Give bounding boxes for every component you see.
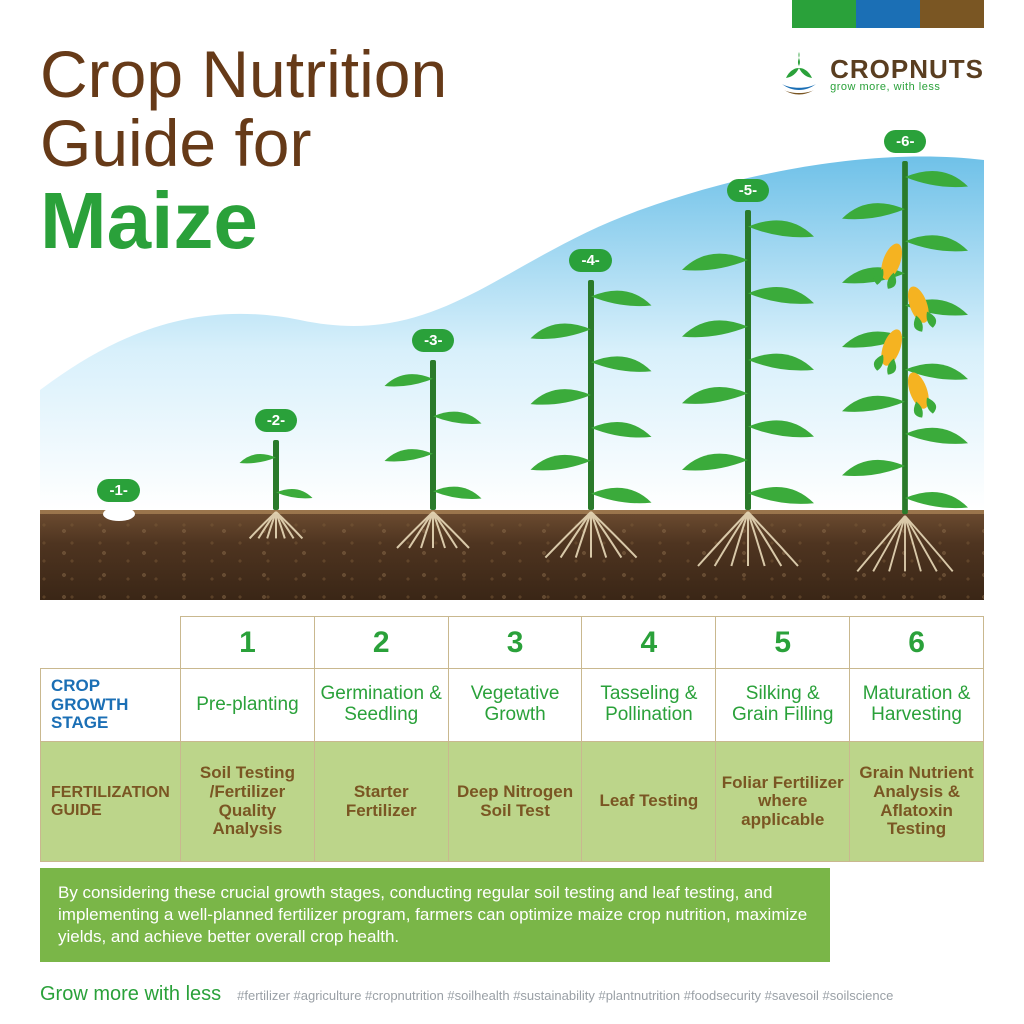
- plant-icon: [678, 210, 818, 600]
- fert-cell: Starter Fertilizer: [314, 742, 448, 862]
- stage-badge: -6-: [884, 130, 926, 153]
- stage-cell: Pre-planting: [181, 669, 315, 742]
- brand-tagline: grow more, with less: [830, 82, 984, 93]
- col-num: 2: [314, 617, 448, 669]
- stripe-1: [792, 0, 856, 28]
- col-num: 4: [582, 617, 716, 669]
- stage-cell: Maturation & Harvesting: [850, 669, 984, 742]
- col-num: 5: [716, 617, 850, 669]
- plant-stage-5: -5-: [669, 130, 826, 600]
- footer-hashtags: #fertilizer #agriculture #cropnutrition …: [237, 988, 893, 1003]
- growth-diagram: -1- -2- -3- -4- -5- -6-: [40, 130, 984, 600]
- plant-stage-6: -6-: [827, 130, 984, 600]
- stripe-2: [856, 0, 920, 28]
- fert-row-label: FERTILIZATION GUIDE: [41, 742, 181, 862]
- table-row-fertilization: FERTILIZATION GUIDE Soil Testing /Fertil…: [41, 742, 984, 862]
- plant-icon: [835, 161, 975, 600]
- stage-badge: -2-: [255, 409, 297, 432]
- fert-cell: Soil Testing /Fertilizer Quality Analysi…: [181, 742, 315, 862]
- brand-stripes: [792, 0, 984, 28]
- col-num: 6: [850, 617, 984, 669]
- stage-cell: Tasseling & Pollination: [582, 669, 716, 742]
- plant-icon: [49, 510, 189, 600]
- table-blank-cell: [41, 617, 181, 669]
- summary-note: By considering these crucial growth stag…: [40, 868, 830, 962]
- plant-stage-3: -3-: [355, 130, 512, 600]
- footer-slogan: Grow more with less: [40, 983, 221, 1006]
- stage-cell: Germination & Seedling: [314, 669, 448, 742]
- plant-stage-4: -4-: [512, 130, 669, 600]
- fert-cell: Grain Nutrient Analysis & Aflatoxin Test…: [850, 742, 984, 862]
- fert-cell: Leaf Testing: [582, 742, 716, 862]
- col-num: 1: [181, 617, 315, 669]
- fert-cell: Foliar Fertilizer where applicable: [716, 742, 850, 862]
- table-row-stage: CROP GROWTH STAGE Pre-planting Germinati…: [41, 669, 984, 742]
- guide-table: 1 2 3 4 5 6 CROP GROWTH STAGE Pre-planti…: [40, 616, 984, 862]
- stage-cell: Silking & Grain Filling: [716, 669, 850, 742]
- col-num: 3: [448, 617, 582, 669]
- plants-row: -1- -2- -3- -4- -5- -6-: [40, 130, 984, 600]
- stage-badge: -3-: [412, 329, 454, 352]
- plant-icon: [363, 360, 503, 600]
- stage-row-label: CROP GROWTH STAGE: [41, 669, 181, 742]
- stage-cell: Vegetative Growth: [448, 669, 582, 742]
- plant-icon: [521, 280, 661, 600]
- stage-badge: -5-: [727, 179, 769, 202]
- stripe-3: [920, 0, 984, 28]
- stage-badge: -4-: [569, 249, 611, 272]
- plant-icon: [206, 440, 346, 600]
- fert-cell: Deep Nitrogen Soil Test: [448, 742, 582, 862]
- table-row-numbers: 1 2 3 4 5 6: [41, 617, 984, 669]
- brand-name: CROPNUTS: [830, 56, 984, 82]
- title-line1: Crop Nutrition: [40, 37, 447, 111]
- stage-badge: -1-: [97, 479, 139, 502]
- footer: Grow more with less #fertilizer #agricul…: [40, 983, 984, 1006]
- plant-stage-1: -1-: [40, 130, 197, 600]
- plant-stage-2: -2-: [197, 130, 354, 600]
- logo: CROPNUTS grow more, with less: [778, 50, 984, 98]
- logo-icon: [778, 50, 820, 98]
